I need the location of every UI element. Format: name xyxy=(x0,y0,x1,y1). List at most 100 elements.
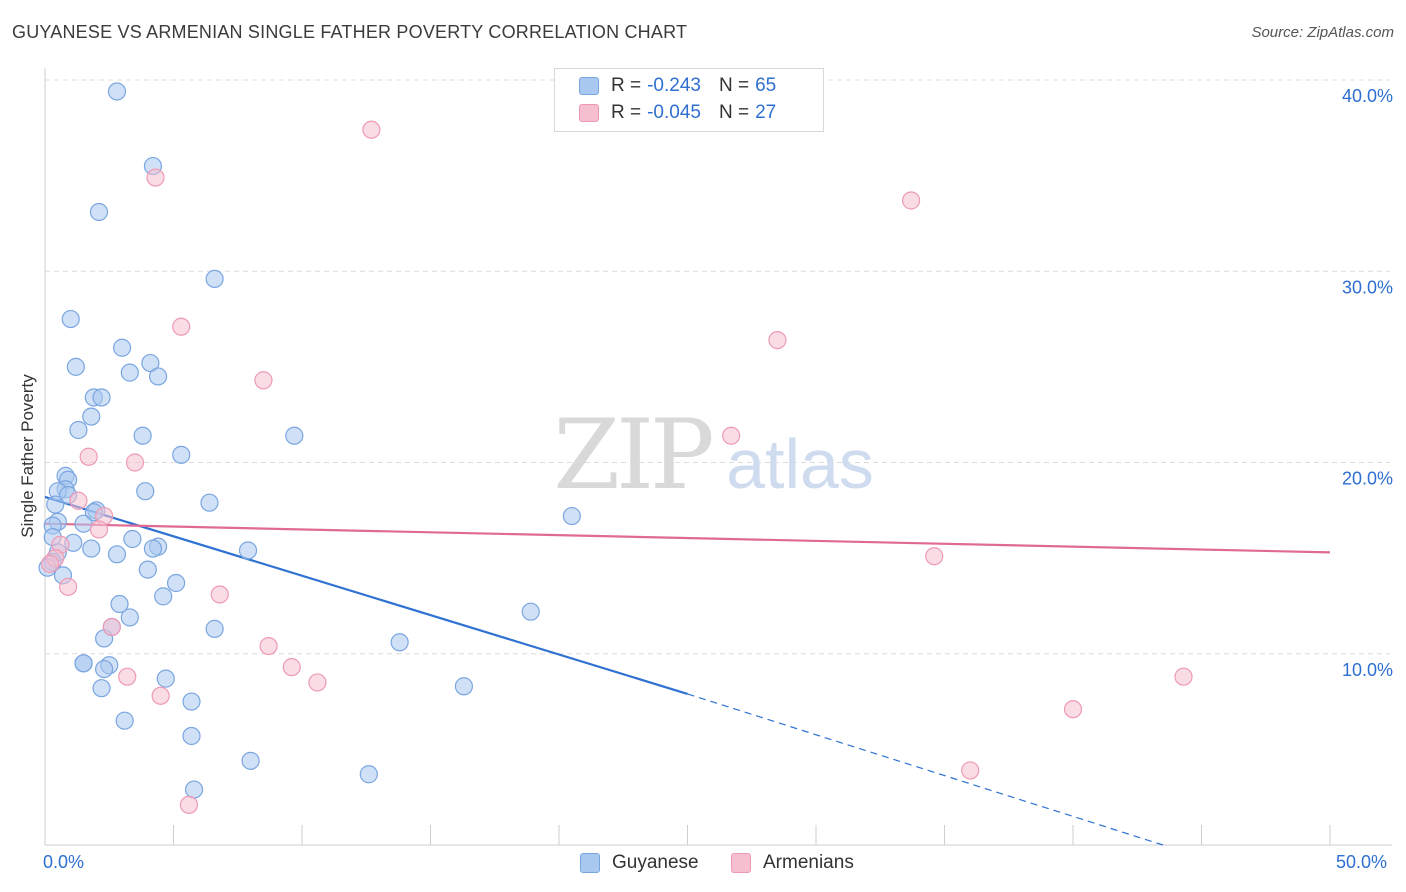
r-value-armenians: -0.045 xyxy=(647,102,701,123)
legend-item-guyanese[interactable]: Guyanese xyxy=(580,852,699,874)
legend-label-armenians: Armenians xyxy=(763,852,854,873)
watermark: ZIP atlas xyxy=(553,399,874,511)
y-tick-label: 20.0% xyxy=(1342,469,1393,489)
armenian-point xyxy=(210,585,229,604)
guyanese-point xyxy=(138,560,157,579)
armenian-point xyxy=(308,673,327,692)
armenian-point xyxy=(1063,700,1083,719)
guyanese-point xyxy=(205,619,224,638)
guyanese-point xyxy=(359,765,378,784)
armenian-point xyxy=(41,554,60,573)
guyanese-point xyxy=(166,573,186,593)
guyanese-point xyxy=(154,587,173,606)
guyanese-point xyxy=(390,633,409,652)
guyanese-point xyxy=(82,407,101,426)
guyanese-point xyxy=(123,529,142,549)
guyanese-point xyxy=(112,338,132,357)
guyanese-point xyxy=(241,751,260,770)
armenian-point xyxy=(925,547,944,566)
series-legend: Guyanese Armenians xyxy=(0,852,1406,876)
armenian-point xyxy=(69,491,88,510)
guyanese-point xyxy=(562,506,581,526)
armenians-swatch xyxy=(579,104,599,122)
guyanese-point xyxy=(107,545,127,564)
armenian-point xyxy=(1174,667,1193,686)
n-label: N = xyxy=(718,102,750,123)
armenian-point xyxy=(89,520,109,539)
guyanese-point xyxy=(120,363,139,382)
correlation-legend: R = -0.243 N = 65 R = -0.045 N = 27 xyxy=(554,68,824,132)
armenian-point xyxy=(768,331,787,350)
legend-item-armenians[interactable]: Armenians xyxy=(731,852,854,874)
guyanese-point xyxy=(205,269,224,288)
guyanese-point xyxy=(182,726,201,746)
guyanese-point xyxy=(92,388,111,407)
n-value-guyanese: 65 xyxy=(755,75,777,96)
armenian-point xyxy=(59,577,78,596)
armenian-point xyxy=(179,795,199,814)
guyanese-trend-line xyxy=(44,495,688,695)
guyanese-point xyxy=(115,711,134,730)
guyanese-point xyxy=(200,493,219,512)
guyanese-point xyxy=(82,539,101,558)
guyanese-point xyxy=(74,514,93,533)
legend-label-guyanese: Guyanese xyxy=(612,852,699,873)
guyanese-point xyxy=(107,82,127,101)
armenian-point xyxy=(961,761,980,780)
guyanese-point xyxy=(182,692,201,711)
data-points xyxy=(38,82,1193,814)
armenian-trend-line xyxy=(44,522,1331,554)
guyanese-point xyxy=(110,594,129,614)
n-value-armenians: 27 xyxy=(755,102,777,123)
source-credit: Source: ZipAtlas.com xyxy=(1251,24,1394,41)
r-label: R = xyxy=(611,75,642,96)
guyanese-point xyxy=(66,357,85,376)
guyanese-point xyxy=(238,541,258,560)
guyanese-point xyxy=(74,654,93,673)
armenian-point xyxy=(125,453,145,472)
armenian-point xyxy=(254,371,273,390)
armenian-point xyxy=(102,617,121,637)
armenian-point xyxy=(79,447,98,466)
guyanese-point xyxy=(285,426,304,445)
armenian-point xyxy=(722,426,741,445)
r-value-guyanese: -0.243 xyxy=(647,75,701,96)
guyanese-point xyxy=(454,677,474,696)
armenian-point xyxy=(151,686,170,705)
guyanese-point xyxy=(46,495,65,514)
guyanese-point xyxy=(156,669,175,688)
guyanese-point xyxy=(141,353,160,373)
guyanese-point xyxy=(95,659,114,679)
gridlines xyxy=(45,79,1390,655)
guyanese-point xyxy=(184,780,204,799)
armenian-point xyxy=(282,658,301,677)
watermark-atlas: atlas xyxy=(726,425,874,503)
guyanese-point xyxy=(148,367,168,386)
guyanese-point xyxy=(521,602,540,621)
r-label: R = xyxy=(611,102,642,123)
legend-row-guyanese: R = -0.243 N = 65 xyxy=(579,74,776,98)
watermark-zip: ZIP xyxy=(553,399,712,511)
armenian-point xyxy=(146,168,165,187)
y-tick-labels: 10.0% 20.0% 30.0% 40.0% xyxy=(1342,86,1393,680)
armenian-point xyxy=(118,667,137,686)
guyanese-point xyxy=(120,608,139,627)
guyanese-point xyxy=(89,202,109,222)
x-axis-max-label: 50.0% xyxy=(1336,852,1388,872)
x-axis-min-label: 0.0% xyxy=(43,852,85,872)
armenian-point xyxy=(362,120,381,139)
guyanese-point xyxy=(172,445,191,464)
trend-lines xyxy=(44,495,1331,846)
guyanese-trend-extension xyxy=(687,693,1164,846)
y-tick-label: 30.0% xyxy=(1342,277,1393,297)
armenian-point xyxy=(901,191,921,210)
guyanese-point xyxy=(92,679,111,698)
guyanese-point xyxy=(133,426,152,445)
chart-title: GUYANESE VS ARMENIAN SINGLE FATHER POVER… xyxy=(12,22,688,42)
guyanese-swatch xyxy=(580,853,600,873)
guyanese-point xyxy=(136,482,155,501)
axes xyxy=(44,68,1392,846)
guyanese-point xyxy=(61,309,80,329)
armenians-swatch xyxy=(731,853,751,873)
